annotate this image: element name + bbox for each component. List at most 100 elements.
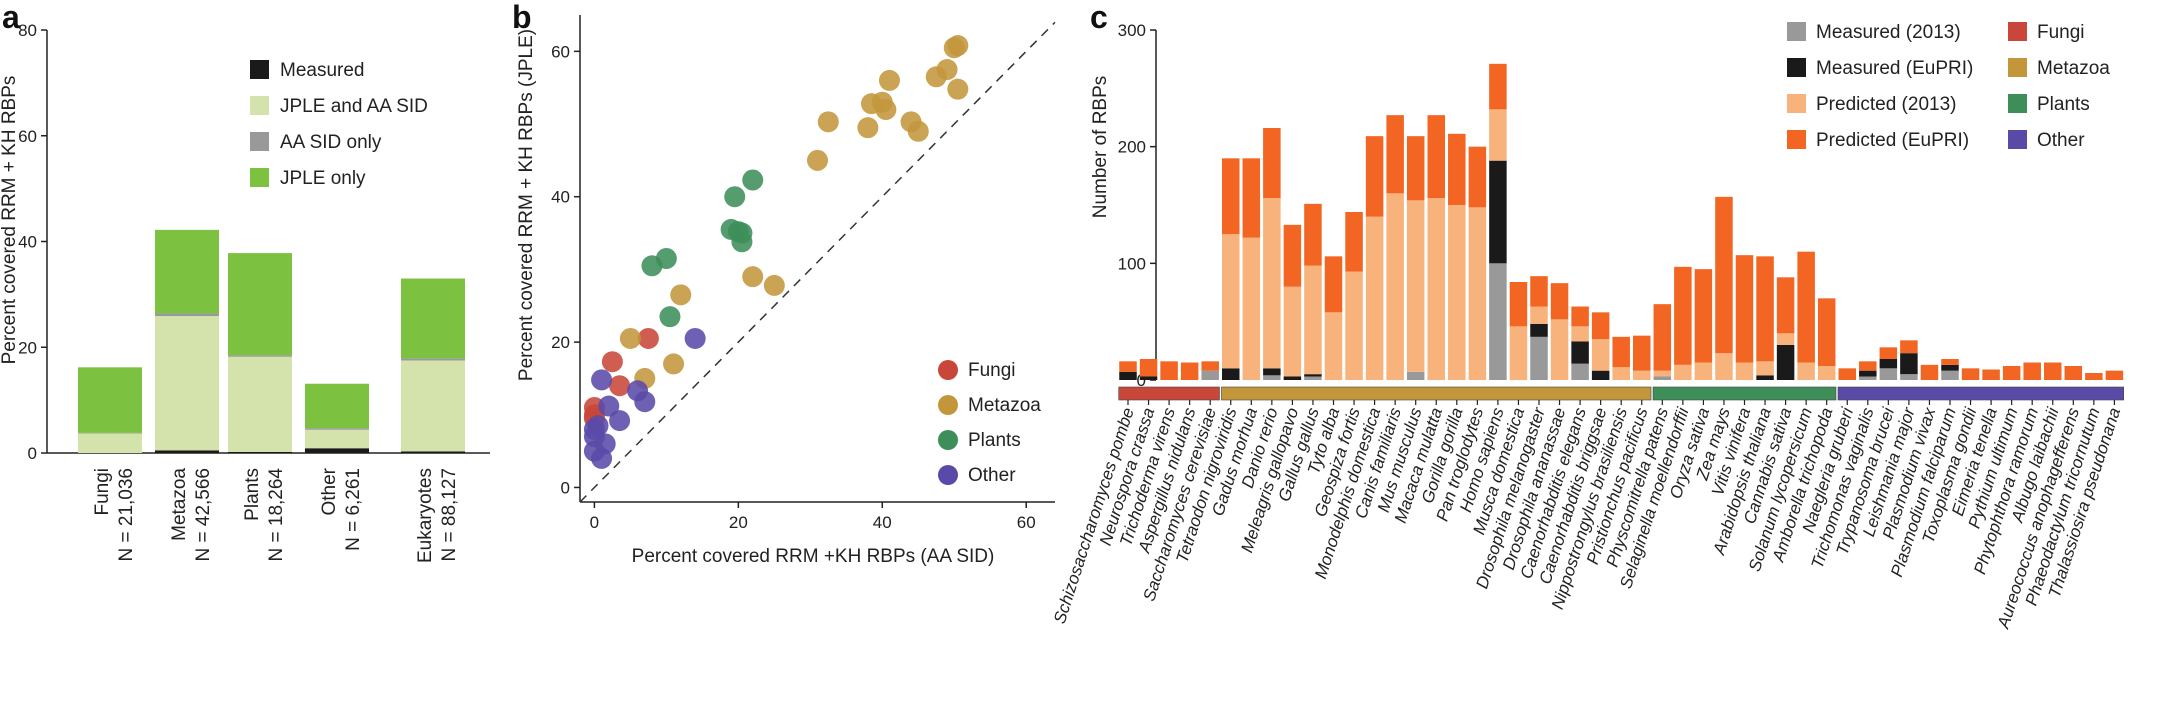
panel-a-category-n: N = 18,264 <box>266 468 287 562</box>
panel-c-bar-segment <box>1900 374 1918 380</box>
panel-b-point-metazoa <box>619 327 641 349</box>
panel-b-point-other <box>598 395 620 417</box>
panel-b-point-metazoa <box>875 98 897 120</box>
panel-label-c: c <box>1090 0 1108 35</box>
panel-c-bar-segment <box>1222 234 1240 369</box>
panel-c-bar-segment <box>1180 362 1199 380</box>
panel-c-bar-segment <box>1427 198 1445 380</box>
panel-a-y-tick-label: 80 <box>18 21 37 40</box>
panel-c-bar-segment <box>1550 319 1569 380</box>
panel-a-category-n: N = 88,127 <box>439 468 460 562</box>
panel-a-chart: Percent covered RRM + KH RBPs 020406080 … <box>0 21 490 563</box>
panel-b-point-metazoa <box>857 117 879 139</box>
panel-a-bar-segment <box>155 450 219 453</box>
panel-b-legend-label: Plants <box>968 430 1021 451</box>
panel-b-legend-label: Metazoa <box>968 395 1041 416</box>
panel-b-y-tick-label: 20 <box>551 333 570 352</box>
panel-a-bar-segment <box>78 433 142 453</box>
panel-a-legend-label: Measured <box>280 60 365 81</box>
panel-a-category-n: N = 21,036 <box>116 468 137 562</box>
panel-c-bar-segment <box>1797 362 1815 380</box>
panel-a-legend-swatch <box>250 168 269 187</box>
panel-c-bar-segment <box>1776 345 1795 380</box>
panel-c-bar-segment <box>1591 339 1610 371</box>
panel-c-bar-segment <box>1345 212 1363 272</box>
panel-b-y-tick-label: 40 <box>551 188 570 207</box>
panel-b-x-axis-title: Percent covered RRM +KH RBPs (AA SID) <box>632 546 995 567</box>
panel-c-bar-segment <box>1365 136 1384 217</box>
panel-c-bar-segment <box>1674 364 1692 380</box>
panel-b-legend-marker <box>938 360 958 380</box>
panel-b-point-metazoa <box>670 284 692 306</box>
panel-a-bar-segment <box>401 360 465 452</box>
panel-c-bar-segment <box>1489 109 1507 161</box>
panel-c-y-tick-label: 200 <box>1118 138 1146 157</box>
panel-c-bar-segment <box>1304 265 1322 375</box>
panel-b-x-tick-label: 40 <box>873 513 892 532</box>
panel-b-point-plants <box>742 169 764 191</box>
panel-b-legend-marker <box>938 395 958 415</box>
panel-c-group-band <box>1652 386 1837 401</box>
panel-c-bar-segment <box>1612 367 1630 380</box>
panel-c-bar-segment <box>2002 366 2021 380</box>
panel-b-x-tick-label: 60 <box>1017 513 1036 532</box>
panel-a-y-axis-title: Percent covered RRM + KH RBPs <box>0 76 20 365</box>
panel-b-point-other <box>684 327 706 349</box>
panel-a-legend-label: AA SID only <box>280 132 382 153</box>
panel-a-category-label: Eukaryotes <box>415 468 436 563</box>
panel-a-bar-segment <box>401 358 465 361</box>
panel-c-bar-segment <box>1571 341 1589 364</box>
panel-c-bar-segment <box>1571 363 1589 380</box>
panel-c-bar-segment <box>1304 374 1322 377</box>
panel-c-legend-label: Predicted (EuPRI) <box>1816 130 1969 151</box>
panel-a-bar-segment <box>228 356 292 452</box>
panel-c-bar-segment <box>1468 207 1487 380</box>
panel-c-legend-swatch <box>1787 58 1806 77</box>
panel-b-point-metazoa <box>817 111 839 133</box>
panel-b-point-metazoa <box>763 274 785 296</box>
panel-c-group-legend-swatch <box>2008 58 2027 77</box>
panel-c-bar-segment <box>1263 128 1281 198</box>
panel-c-group-legend-label: Fungi <box>2037 22 2085 43</box>
panel-a-bar-segment <box>78 432 142 434</box>
panel-c-bar-segment <box>1242 158 1261 238</box>
panel-c-bar-segment <box>1715 353 1733 380</box>
panel-c-bar-segment <box>1530 306 1548 324</box>
panel-a-legend-swatch <box>250 132 269 151</box>
panel-c-bar-segment <box>1591 312 1610 340</box>
panel-c-bar-segment <box>1263 375 1281 380</box>
panel-c-bar-segment <box>1694 362 1713 380</box>
panel-c-bar-segment <box>1304 203 1322 266</box>
panel-c-bar-segment <box>1448 205 1466 380</box>
panel-b-point-fungi <box>601 351 623 373</box>
panel-c-bar-segment <box>1982 369 2000 380</box>
panel-c-bar-segment <box>1941 364 1959 371</box>
panel-c-bar-segment <box>1653 370 1672 377</box>
panel-c-y-tick-label: 0 <box>1137 371 1146 390</box>
panel-a-category-label: Other <box>319 467 340 515</box>
panel-b-point-other <box>609 410 631 432</box>
panel-c-bar-segment <box>1283 224 1302 287</box>
panel-c-bar-segment <box>1222 368 1240 380</box>
panel-b-point-plants <box>659 306 681 328</box>
panel-c-y-axis-title: Number of RBPs <box>1090 76 1111 219</box>
panel-a-bar-segment <box>305 428 369 430</box>
panel-c-legend-label: Measured (EuPRI) <box>1816 58 1973 79</box>
panel-a-bar-segment <box>305 429 369 449</box>
panel-c-bar-segment <box>1756 256 1774 362</box>
panel-c-bar-segment <box>1530 336 1548 380</box>
panel-label-a: a <box>2 0 20 35</box>
panel-c-bar-segment <box>1386 193 1404 380</box>
panel-a-category-n: N = 42,566 <box>193 468 214 562</box>
panel-b-legend-marker <box>938 430 958 450</box>
panel-c-bar-segment <box>1365 216 1384 380</box>
panel-c-bar-segment <box>1139 376 1158 380</box>
panel-a-bar-segment <box>228 451 292 453</box>
panel-a-bar-segment <box>155 313 219 317</box>
panel-a-bar-segment <box>305 383 369 429</box>
panel-c-bar-segment <box>1283 376 1302 380</box>
panel-c-bar-segment <box>1571 306 1589 327</box>
panel-c-bar-segment <box>1345 271 1363 380</box>
panel-c-bar-segment <box>1324 312 1343 380</box>
